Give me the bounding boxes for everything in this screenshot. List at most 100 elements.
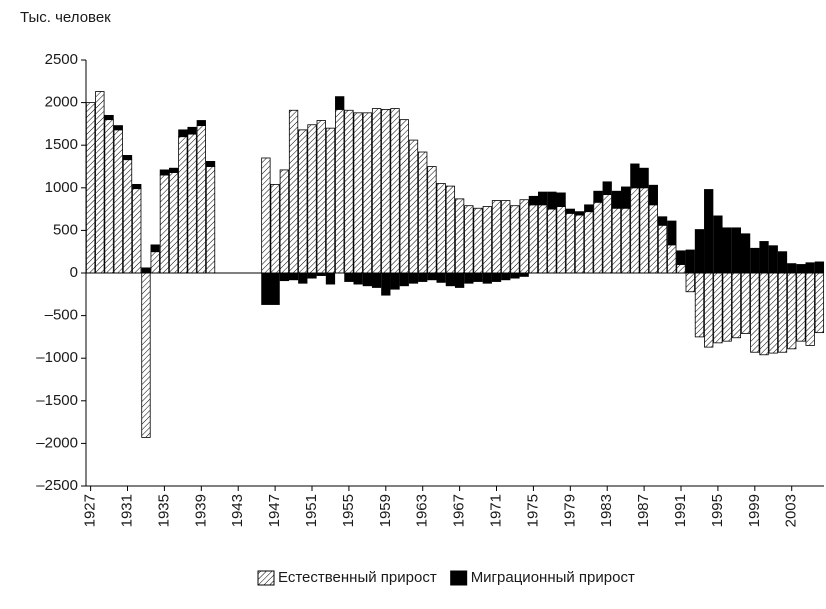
migration-bar [436, 272, 446, 283]
migration-bar [279, 272, 289, 282]
natural-bar [805, 272, 815, 346]
natural-bar [704, 272, 714, 348]
migration-bar [491, 272, 502, 282]
migration-bar [399, 272, 409, 287]
x-tick-label: 1979 [561, 494, 578, 527]
migration-bar [298, 272, 308, 284]
natural-bar [630, 187, 640, 274]
natural-bar [168, 172, 179, 274]
natural-bar [279, 169, 289, 274]
natural-bar [814, 272, 825, 334]
natural-bar [491, 200, 502, 274]
natural-bar [584, 211, 594, 274]
legend-swatch [257, 570, 275, 586]
natural-bar [178, 136, 188, 274]
migration-bar [122, 155, 133, 161]
migration-bar [196, 120, 206, 127]
migration-bar [556, 192, 566, 207]
natural-bar [418, 151, 428, 274]
migration-bar [501, 272, 511, 281]
y-tick-label: 1000 [45, 179, 78, 196]
y-tick-label: –1500 [36, 392, 78, 409]
natural-bar [473, 207, 483, 274]
migration-bar [528, 195, 539, 206]
x-tick-label: 1987 [635, 494, 652, 527]
natural-bar [288, 109, 299, 274]
natural-bar [159, 174, 170, 274]
x-tick-label: 1971 [487, 494, 504, 527]
natural-bar [731, 272, 742, 339]
migration-bar [787, 263, 797, 274]
natural-bar [344, 109, 354, 274]
migration-bar [621, 186, 631, 209]
migration-bar [713, 215, 723, 274]
migration-bar [362, 272, 373, 287]
migration-bar [473, 272, 483, 282]
migration-bar [565, 208, 575, 214]
natural-bar [768, 272, 778, 354]
migration-bar [454, 272, 465, 288]
migration-bar [482, 272, 492, 284]
migration-bar [750, 247, 760, 274]
y-tick-label: –2000 [36, 434, 78, 451]
natural-bar [132, 188, 142, 274]
migration-bar [777, 251, 788, 274]
natural-bar [667, 244, 677, 274]
migration-bar [159, 169, 170, 176]
y-tick-label: 500 [53, 221, 78, 238]
migration-bar [685, 249, 695, 274]
natural-bar [122, 159, 133, 274]
natural-bar [713, 272, 723, 344]
natural-bar [316, 120, 326, 274]
natural-bar [141, 272, 151, 438]
migration-bar [611, 190, 622, 209]
migration-bar [667, 220, 677, 246]
x-tick-label: 1935 [155, 494, 172, 527]
migration-bar [187, 126, 197, 135]
migration-bar [676, 250, 686, 265]
natural-bar [307, 124, 317, 274]
natural-bar [381, 109, 391, 274]
natural-bar [187, 133, 197, 274]
x-tick-label: 2003 [783, 494, 800, 527]
natural-bar [445, 185, 456, 274]
migration-bar [694, 229, 705, 274]
y-axis-title: Тыс. человек [20, 9, 111, 26]
migration-bar [205, 160, 216, 167]
natural-bar [602, 194, 612, 274]
x-tick-label: 1999 [746, 494, 763, 527]
natural-bar [436, 183, 446, 274]
x-tick-label: 1975 [524, 494, 541, 527]
x-tick-label: 1931 [118, 494, 135, 527]
natural-bar [454, 198, 465, 274]
natural-bar [104, 119, 114, 274]
natural-bar [501, 200, 511, 274]
natural-bar [537, 204, 548, 274]
migration-bar [768, 245, 778, 274]
migration-bar [408, 272, 419, 284]
migration-bar [814, 261, 825, 274]
natural-bar [750, 272, 760, 353]
natural-bar [399, 119, 409, 274]
migration-bar [759, 241, 769, 274]
natural-bar [408, 139, 419, 274]
migration-bar [510, 272, 520, 279]
natural-bar [648, 204, 658, 274]
migration-bar [390, 272, 400, 290]
natural-bar [796, 272, 806, 342]
migration-bar [537, 191, 548, 206]
natural-bar [694, 272, 705, 338]
natural-bar [298, 129, 308, 274]
y-tick-label: –1000 [36, 349, 78, 366]
natural-bar [722, 272, 732, 342]
natural-bar [196, 125, 206, 274]
x-tick-label: 1995 [709, 494, 726, 527]
natural-bar [639, 187, 649, 274]
migration-bar [657, 216, 668, 226]
natural-bar [464, 205, 474, 274]
x-tick-label: 1955 [340, 494, 357, 527]
natural-bar [427, 166, 437, 274]
y-tick-label: –2500 [36, 477, 78, 494]
natural-bar [611, 207, 622, 274]
x-tick-label: 1991 [672, 494, 689, 527]
